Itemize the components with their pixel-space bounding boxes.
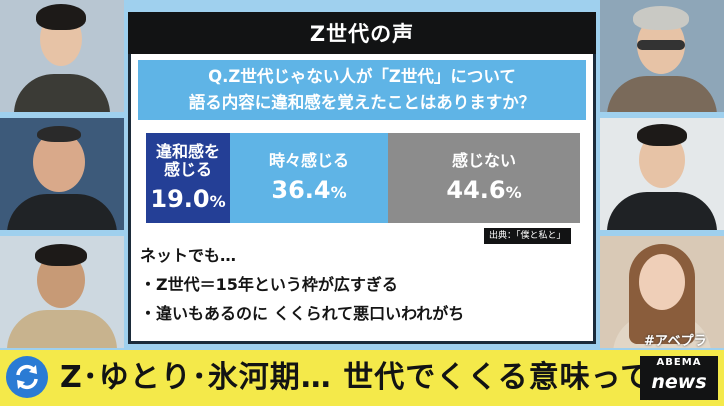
- loop-arrows-icon: [6, 356, 48, 398]
- panelist-tile-right-1: [600, 0, 724, 112]
- result-bar-sometimes: 時々感じる 36.4%: [230, 133, 388, 223]
- result-label: 違和感を 感じる: [155, 142, 220, 179]
- lower-third-caption: [0, 350, 724, 406]
- note-item: ・違いもあるのに くくられて悪口いわれがち: [140, 304, 465, 323]
- source-label: 出典：「僕と私と」: [484, 228, 571, 244]
- survey-question: Q.Z世代じゃない人が「Z世代」について 語る内容に違和感を覚えたことはあります…: [138, 60, 586, 120]
- abema-news-logo: ABEMA news: [640, 356, 718, 400]
- panelist-tile-left-1: [0, 0, 124, 112]
- notes-list: ネットでも… ・Z世代＝15年という枠が広すぎる ・違いもあるのに くくられて悪…: [140, 241, 580, 328]
- panelist-figure: [607, 236, 717, 348]
- panelist-figure: [607, 118, 717, 230]
- panelist-tile-right-3: [600, 236, 724, 348]
- board-title: Z世代の声: [128, 12, 596, 54]
- result-percent: 19.0%: [150, 185, 226, 213]
- result-bar-feel-uncomfortable: 違和感を 感じる 19.0%: [146, 133, 230, 223]
- caption-headline: Z･ゆとり･氷河期… 世代でくくる意味って？: [60, 360, 683, 395]
- panelist-tile-right-2: [600, 118, 724, 230]
- panelist-tile-left-3: [0, 236, 124, 348]
- panelist-tile-left-2: [0, 118, 124, 230]
- result-label: 感じない: [451, 151, 516, 170]
- hashtag-label: #アベプラ: [644, 334, 707, 349]
- note-item: ・Z世代＝15年という枠が広すぎる: [140, 275, 398, 294]
- question-line-1: Q.Z世代じゃない人が「Z世代」について: [208, 67, 516, 86]
- panelist-figure: [7, 118, 117, 230]
- result-label: 時々感じる: [268, 151, 349, 170]
- question-line-2: 語る内容に違和感を覚えたことはありますか？: [188, 93, 536, 112]
- result-percent: 36.4%: [271, 176, 347, 204]
- panelist-figure: [607, 0, 717, 112]
- panelist-figure: [7, 236, 117, 348]
- note-intro: ネットでも…: [140, 246, 237, 265]
- result-bar-not-at-all: 感じない 44.6%: [388, 133, 580, 223]
- result-percent: 44.6%: [446, 176, 522, 204]
- panelist-figure: [12, 0, 112, 112]
